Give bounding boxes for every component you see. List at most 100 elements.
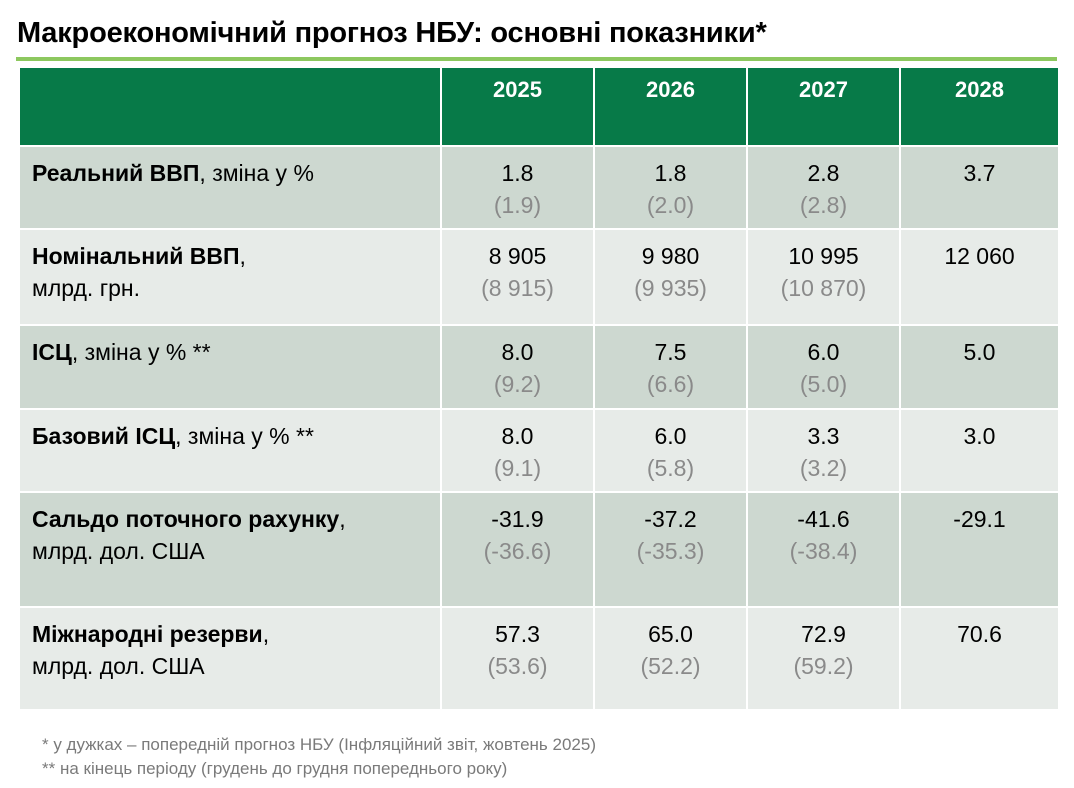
indicator-name: ІСЦ — [32, 339, 72, 365]
current-forecast: 7.5 — [654, 339, 687, 365]
previous-forecast: (2.8) — [799, 192, 848, 218]
current-forecast: 3.0 — [963, 423, 996, 449]
forecast-table: 2025 2026 2027 2028 Реальний ВВП, зміна … — [18, 66, 1060, 711]
indicator-unit-line2: млрд. дол. США — [32, 538, 205, 564]
value-cell: 7.5 (6.6) — [593, 324, 748, 410]
current-forecast: 2.8 — [807, 160, 840, 186]
value-cell: 12 060 — [899, 228, 1060, 326]
table-row: Номінальний ВВП, млрд. грн. 8 905 (8 915) 9 … — [18, 228, 1060, 326]
previous-forecast: (10 870) — [780, 275, 867, 301]
previous-forecast: (53.6) — [487, 653, 548, 679]
page-title: Макроекономічний прогноз НБУ: основні по… — [17, 17, 767, 49]
header-year: 2025 — [440, 66, 595, 147]
row-label: Реальний ВВП, зміна у % — [18, 145, 442, 230]
value-cell: 72.9 (59.2) — [746, 606, 901, 711]
row-label: Міжнародні резерви, млрд. дол. США — [18, 606, 442, 711]
current-forecast: 8 905 — [488, 243, 547, 269]
footnote: ** на кінець періоду (грудень до грудня … — [42, 759, 508, 778]
previous-forecast: (8 915) — [481, 275, 554, 301]
previous-forecast: (9 935) — [634, 275, 707, 301]
value-cell: -37.2 (-35.3) — [593, 491, 748, 608]
current-forecast: -37.2 — [644, 506, 697, 532]
previous-forecast: (6.6) — [646, 371, 695, 397]
row-label: ІСЦ, зміна у % ** — [18, 324, 442, 410]
value-cell: 8 905 (8 915) — [440, 228, 595, 326]
footnotes: * у дужках – попередній прогноз НБУ (Інф… — [42, 733, 596, 781]
current-forecast: 72.9 — [801, 621, 846, 647]
indicator-unit: , — [239, 243, 246, 269]
value-cell: -29.1 — [899, 491, 1060, 608]
header-row: 2025 2026 2027 2028 — [18, 66, 1060, 147]
current-forecast: 10 995 — [788, 243, 859, 269]
previous-forecast: (5.0) — [799, 371, 848, 397]
previous-forecast: (-35.3) — [636, 538, 705, 564]
current-forecast: 5.0 — [963, 339, 996, 365]
previous-forecast: (3.2) — [799, 455, 848, 481]
current-forecast: 70.6 — [957, 621, 1002, 647]
value-cell: -31.9 (-36.6) — [440, 491, 595, 608]
value-cell: 65.0 (52.2) — [593, 606, 748, 711]
previous-forecast: (9.1) — [493, 455, 542, 481]
table-row: Базовий ІСЦ, зміна у % ** 8.0 (9.1) 6.0 (5.8… — [18, 408, 1060, 493]
row-label: Сальдо поточного рахунку, млрд. дол. США — [18, 491, 442, 608]
current-forecast: 57.3 — [495, 621, 540, 647]
row-label: Базовий ІСЦ, зміна у % ** — [18, 408, 442, 493]
value-cell: 9 980 (9 935) — [593, 228, 748, 326]
value-cell: 6.0 (5.8) — [593, 408, 748, 493]
previous-forecast: (2.0) — [646, 192, 695, 218]
indicator-unit-line2: млрд. грн. — [32, 275, 140, 301]
value-cell: 6.0 (5.0) — [746, 324, 901, 410]
header-year: 2027 — [746, 66, 901, 147]
current-forecast: 6.0 — [807, 339, 840, 365]
indicator-unit: , зміна у % ** — [71, 339, 211, 365]
value-cell: 10 995 (10 870) — [746, 228, 901, 326]
footnote: * у дужках – попередній прогноз НБУ (Інф… — [42, 735, 596, 754]
value-cell: 1.8 (2.0) — [593, 145, 748, 230]
previous-forecast: (52.2) — [640, 653, 701, 679]
value-cell: 5.0 — [899, 324, 1060, 410]
table-row: ІСЦ, зміна у % ** 8.0 (9.2) 7.5 (6.6) 6.0 (5.0… — [18, 324, 1060, 410]
value-cell: -41.6 (-38.4) — [746, 491, 901, 608]
indicator-unit: , зміна у % — [199, 160, 314, 186]
value-cell: 70.6 — [899, 606, 1060, 711]
title-underline — [16, 57, 1057, 61]
indicator-name: Сальдо поточного рахунку — [32, 506, 340, 532]
indicator-name: Реальний ВВП — [32, 160, 200, 186]
previous-forecast: (1.9) — [493, 192, 542, 218]
value-cell: 8.0 (9.1) — [440, 408, 595, 493]
indicator-unit-line2: млрд. дол. США — [32, 653, 205, 679]
value-cell: 2.8 (2.8) — [746, 145, 901, 230]
value-cell: 3.7 — [899, 145, 1060, 230]
current-forecast: 9 980 — [641, 243, 700, 269]
current-forecast: 8.0 — [501, 423, 534, 449]
value-cell: 8.0 (9.2) — [440, 324, 595, 410]
current-forecast: -41.6 — [797, 506, 850, 532]
previous-forecast: (59.2) — [793, 653, 854, 679]
table-row: Реальний ВВП, зміна у % 1.8 (1.9) 1.8 (2.0) 2… — [18, 145, 1060, 230]
current-forecast: 6.0 — [654, 423, 687, 449]
current-forecast: 3.3 — [807, 423, 840, 449]
indicator-name: Міжнародні резерви — [32, 621, 263, 647]
current-forecast: 1.8 — [501, 160, 534, 186]
previous-forecast: (-36.6) — [483, 538, 552, 564]
header-year: 2028 — [899, 66, 1060, 147]
header-empty-cell — [18, 66, 442, 147]
current-forecast: -29.1 — [953, 506, 1006, 532]
indicator-unit: , — [262, 621, 270, 647]
indicator-unit: , зміна у % ** — [175, 423, 314, 449]
header-year: 2026 — [593, 66, 748, 147]
value-cell: 3.3 (3.2) — [746, 408, 901, 493]
previous-forecast: (5.8) — [646, 455, 695, 481]
current-forecast: 3.7 — [963, 160, 996, 186]
indicator-unit: , — [339, 506, 346, 532]
table-row: Міжнародні резерви, млрд. дол. США 57.3 (53… — [18, 606, 1060, 711]
current-forecast: 12 060 — [944, 243, 1015, 269]
value-cell: 57.3 (53.6) — [440, 606, 595, 711]
value-cell: 1.8 (1.9) — [440, 145, 595, 230]
current-forecast: 1.8 — [654, 160, 687, 186]
current-forecast: 8.0 — [501, 339, 534, 365]
row-label: Номінальний ВВП, млрд. грн. — [18, 228, 442, 326]
value-cell: 3.0 — [899, 408, 1060, 493]
current-forecast: -31.9 — [491, 506, 544, 532]
table-row: Сальдо поточного рахунку, млрд. дол. США -… — [18, 491, 1060, 608]
